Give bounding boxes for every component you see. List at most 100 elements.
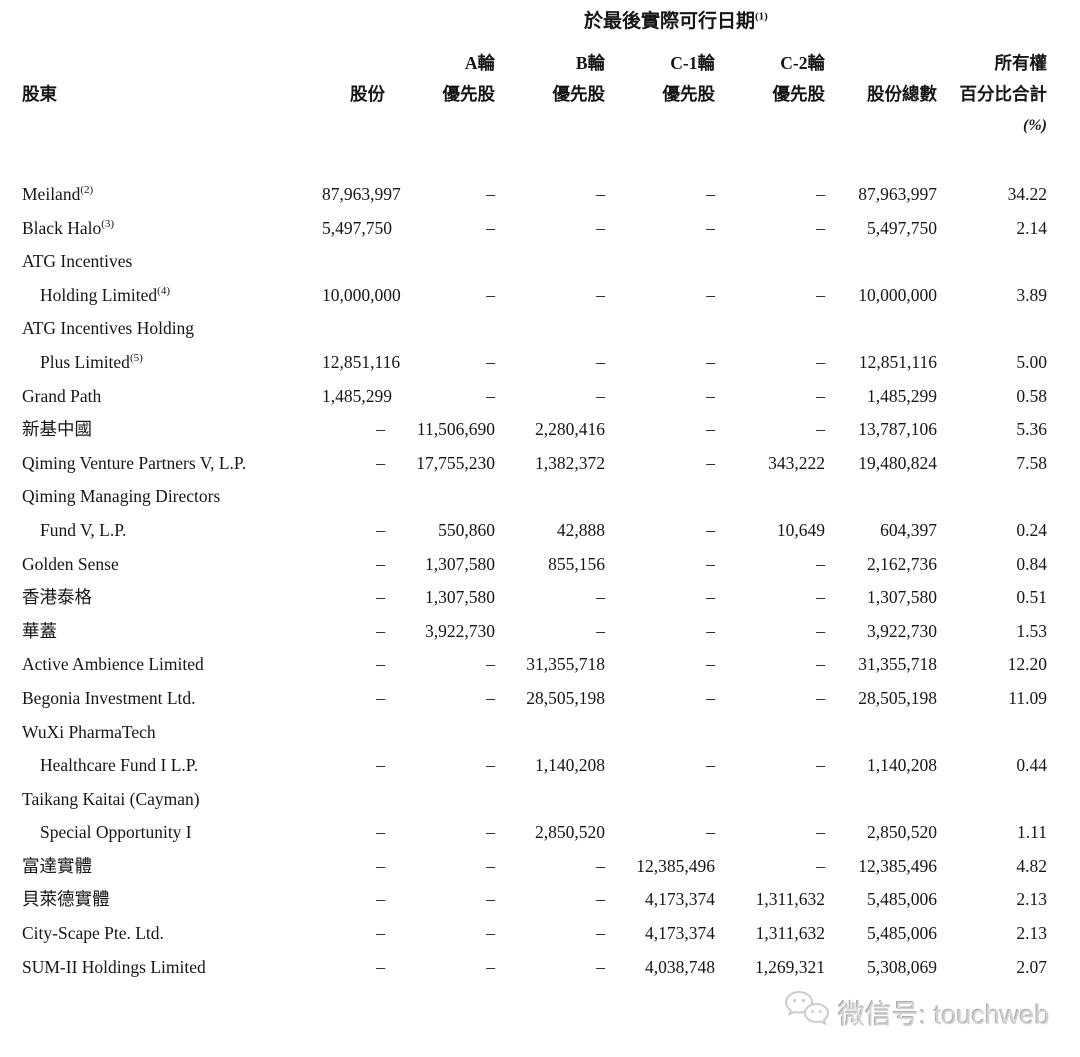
header-preferred-b: 優先股 [552,84,606,104]
table-cell: – [706,452,715,473]
table-cell: 42,888 [556,519,605,540]
shareholder-name: ATG Incentives [22,251,133,272]
table-cell: – [376,654,385,675]
table-row: 富達實體 – – – 12,385,496 – 12,385,496 4.82 [0,850,1080,884]
table-cell: 1,307,580 [425,587,495,608]
table-cell: – [706,755,715,776]
table-cell: 3.89 [1016,284,1047,305]
table-cell: 2.13 [1016,889,1047,910]
shareholder-name: 貝萊德實體 [22,889,110,910]
footnote-ref: (4) [157,284,170,297]
table-cell: 3,922,730 [867,620,937,641]
table-cell: 1,485,299 [867,385,937,406]
footnote-ref: (5) [129,352,143,365]
table-cell: – [816,351,825,372]
table-row: Golden Sense – 1,307,580 855,156 – – 2,162,736… [0,548,1080,582]
table-row: Qiming Venture Partners V, L.P. – 17,755,2… [0,447,1080,481]
table-cell: – [376,822,385,843]
shareholder-name: Taikang Kaitai (Cayman) [22,788,200,809]
header-preferred-c1: 優先股 [662,84,716,104]
table-row: 貝萊德實體 – – – 4,173,374 1,311,632 5,485,006 2.13 [0,883,1080,917]
table-cell: – [376,889,385,910]
table-cell: 0.51 [1016,587,1047,608]
header-shares: 股份 [350,84,385,104]
table-cell: – [706,654,715,675]
table-cell: 31,355,718 [526,654,605,675]
table-cell: – [706,385,715,406]
watermark-text: 微信号: touchweb [838,1000,1050,1030]
header-round-a: A輪 [464,53,495,73]
table-cell: – [486,755,495,776]
table-cell: 0.24 [1016,519,1047,540]
table-cell: 2,162,736 [867,553,937,574]
table-cell: – [706,620,715,641]
table-cell: – [706,217,715,238]
table-cell: 3,922,730 [425,620,495,641]
table-cell: – [486,687,495,708]
shareholder-name: Grand Path [22,385,102,406]
table-cell: 5,497,750 [322,217,392,238]
shareholder-name: Plus Limited(5) [40,351,143,372]
shareholder-name: Fund V, L.P. [40,519,127,540]
table-cell: – [376,419,385,440]
table-cell: 87,963,997 [322,184,401,204]
table-cell: 4,038,748 [645,956,715,977]
shareholder-name: Begonia Investment Ltd. [22,687,196,708]
table-cell: – [596,956,605,977]
table-cell: 28,505,198 [526,687,605,708]
header-shareholder: 股東 [22,84,57,104]
table-cell: – [816,855,825,876]
table-cell: – [706,419,715,440]
shareholder-name: Black Halo(3) [22,217,115,238]
table-cell: – [706,687,715,708]
table-cell: 5.00 [1016,351,1047,372]
table-cell: 1,382,372 [535,452,605,473]
table-cell: – [816,587,825,608]
table-cell: – [816,385,825,406]
header-ownership-line2: 百分比合計 [959,84,1048,104]
table-cell: – [816,755,825,776]
table-cell: 19,480,824 [858,452,937,473]
table-cell: 12,385,496 [858,855,937,876]
table-row: WuXi PharmaTech [0,716,1080,750]
table-cell: – [706,284,715,305]
table-row: SUM-II Holdings Limited – – – 4,038,748 1,269… [0,951,1080,985]
header-ownership-line1: 所有權 [994,53,1048,73]
table-cell: 10,000,000 [858,284,937,305]
table-cell: – [376,855,385,876]
table-cell: 1.11 [1017,822,1047,843]
table-cell: – [376,519,385,540]
table-cell: – [376,587,385,608]
shareholder-name: 富達實體 [22,855,92,876]
table-cell: 5,485,006 [867,889,937,910]
table-cell: 7.58 [1016,452,1047,473]
table-cell: 5,308,069 [867,956,937,977]
table-cell: – [816,687,825,708]
table-cell: 0.44 [1016,755,1047,776]
shareholder-name: Healthcare Fund I L.P. [40,755,198,776]
footnote-ref-1: (1) [755,10,768,23]
table-cell: – [596,217,605,238]
table-header: A輪 B輪 C-1輪 C-2輪 所有權 股東 股份 優先股 優先股 優先股 優先… [0,48,1080,141]
table-cell: – [486,822,495,843]
table-row: Special Opportunity I – – 2,850,520 – – 2,850,… [0,816,1080,850]
table-header-row-2: 股東 股份 優先股 優先股 優先股 優先股 股份總數 百分比合計 [0,79,1080,110]
table-cell: – [596,855,605,876]
table-cell: – [706,351,715,372]
table-row: Taikang Kaitai (Cayman) [0,783,1080,817]
shareholder-name: ATG Incentives Holding [22,318,195,339]
shareholder-name: Qiming Managing Directors [22,486,221,507]
table-cell: 2,280,416 [535,419,605,440]
table-cell: – [486,284,495,305]
shareholder-name: 新基中國 [22,419,92,440]
table-cell: – [816,284,825,305]
table-cell: – [376,956,385,977]
table-cell: 4.82 [1016,855,1047,876]
table-cell: 1,269,321 [755,956,825,977]
table-cell: 343,222 [768,452,825,473]
shareholder-name: WuXi PharmaTech [22,721,156,742]
shareholder-name: SUM-II Holdings Limited [22,956,206,977]
table-cell: 1,311,632 [755,889,825,910]
watermark: 微信号: touchweb [784,988,1050,1037]
table-row: Qiming Managing Directors [0,480,1080,514]
